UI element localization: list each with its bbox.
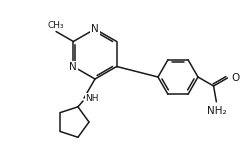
Text: N: N (91, 24, 99, 34)
Text: CH₃: CH₃ (48, 21, 64, 30)
Text: N: N (69, 62, 77, 71)
Text: O: O (231, 73, 240, 83)
Text: NH: NH (85, 94, 99, 103)
Text: NH₂: NH₂ (206, 106, 226, 116)
